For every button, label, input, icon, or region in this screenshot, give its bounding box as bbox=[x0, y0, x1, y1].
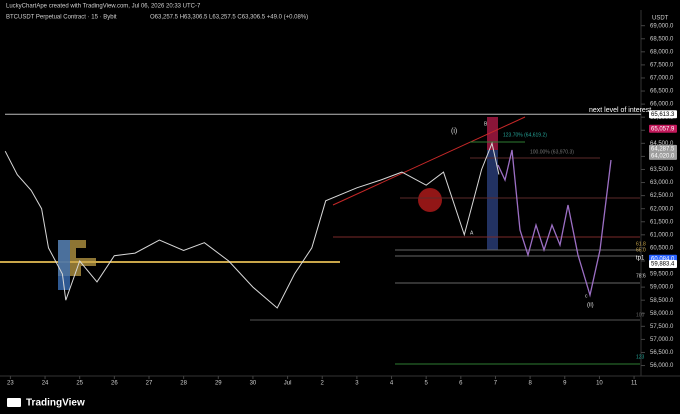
x-tick-label: 11 bbox=[631, 381, 638, 387]
x-tick-label: 24 bbox=[42, 381, 49, 387]
annotation: 123 bbox=[636, 354, 645, 360]
y-tick-label: 57,500.0 bbox=[650, 324, 674, 330]
price-line bbox=[4, 141, 500, 309]
x-tick-label: 2 bbox=[321, 381, 325, 387]
annotation: 123.70% (64,619.2) bbox=[503, 132, 547, 138]
x-tick-label: Jul bbox=[284, 381, 292, 387]
y-tick-label: 60,500.0 bbox=[650, 245, 674, 251]
y-tick-label: 62,500.0 bbox=[650, 193, 674, 199]
y-tick-label: 67,000.0 bbox=[650, 76, 674, 82]
projection-path bbox=[497, 149, 612, 298]
x-tick-label: 4 bbox=[390, 381, 394, 387]
y-tick-label: 64,500.0 bbox=[650, 141, 674, 147]
price-label: 60,084.0 bbox=[651, 256, 675, 262]
annotation: tp1 bbox=[636, 256, 645, 262]
price-label: 64,287.5 bbox=[651, 146, 675, 152]
annotation: A bbox=[470, 230, 474, 236]
x-tick-label: 29 bbox=[215, 381, 222, 387]
x-tick-label: 9 bbox=[563, 381, 567, 387]
drawings bbox=[0, 116, 640, 365]
price-label: 65,057.9 bbox=[651, 126, 675, 132]
x-tick-label: 8 bbox=[528, 381, 532, 387]
y-tick-label: 67,500.0 bbox=[650, 62, 674, 68]
price-label-box bbox=[649, 260, 677, 269]
price-label-box bbox=[649, 124, 677, 133]
y-tick-label: 59,500.0 bbox=[650, 272, 674, 278]
price-label-box bbox=[649, 151, 677, 160]
y-tick-label: 61,000.0 bbox=[650, 232, 674, 238]
brand: TradingView bbox=[26, 398, 85, 409]
x-tick-label: 5 bbox=[425, 381, 429, 387]
footer bbox=[0, 392, 680, 414]
price-label: 64,020.0 bbox=[651, 153, 675, 159]
position-box bbox=[487, 150, 498, 250]
annotation: B bbox=[484, 121, 488, 127]
credit: LuckyChartApe created with TradingView.c… bbox=[6, 4, 201, 10]
annotation: (ii) bbox=[587, 303, 594, 309]
y-tick-label: 63,000.0 bbox=[650, 180, 674, 186]
y-tick-label: 57,000.0 bbox=[650, 337, 674, 343]
x-tick-label: 25 bbox=[76, 381, 83, 387]
annotation: 65.0 bbox=[636, 247, 646, 253]
price-label-box bbox=[649, 110, 677, 119]
currency: USDT bbox=[652, 16, 669, 22]
annotation: (i) bbox=[451, 128, 457, 135]
x-tick-label: 30 bbox=[250, 381, 257, 387]
price-label: 65,613.3 bbox=[651, 112, 675, 118]
annotation: 100 bbox=[636, 312, 645, 318]
marker-circle bbox=[418, 188, 442, 212]
annotation: 100.00% (63,970.3) bbox=[530, 149, 574, 155]
y-tick-label: 58,500.0 bbox=[650, 298, 674, 304]
price-label-box bbox=[649, 144, 677, 153]
x-tick-label: 23 bbox=[7, 381, 14, 387]
x-tick-label: 10 bbox=[596, 381, 603, 387]
x-tick-label: 27 bbox=[146, 381, 153, 387]
y-tick-label: 66,000.0 bbox=[650, 102, 674, 108]
y-tick-label: 58,000.0 bbox=[650, 311, 674, 317]
y-tick-label: 66,500.0 bbox=[650, 89, 674, 95]
trend-line bbox=[332, 116, 526, 206]
logo-icon bbox=[7, 398, 21, 407]
x-tick-label: 26 bbox=[111, 381, 118, 387]
price-label: 59,883.4 bbox=[651, 262, 675, 268]
x-tick-label: 7 bbox=[494, 381, 498, 387]
annotation: c bbox=[585, 293, 588, 299]
y-tick-label: 61,500.0 bbox=[650, 219, 674, 225]
y-tick-label: 59,000.0 bbox=[650, 285, 674, 291]
y-tick-label: 69,000.0 bbox=[650, 23, 674, 29]
annotation: next level of interest bbox=[589, 107, 651, 114]
volume-profile bbox=[58, 240, 70, 290]
y-tick-label: 56,500.0 bbox=[650, 350, 674, 356]
annotation: 78.6 bbox=[636, 273, 646, 279]
y-tick-label: 62,000.0 bbox=[650, 206, 674, 212]
y-tick-label: 68,500.0 bbox=[650, 36, 674, 42]
symbol: BTCUSDT Perpetual Contract · 15 · Bybit bbox=[6, 15, 117, 21]
annotation: 61.8 bbox=[636, 241, 646, 247]
ohlc: O63,257.5 H63,306.5 L63,257.5 C63,306.5 … bbox=[150, 15, 308, 21]
y-tick-label: 56,000.0 bbox=[650, 363, 674, 369]
position-box bbox=[487, 117, 498, 150]
x-tick-label: 6 bbox=[459, 381, 463, 387]
y-tick-label: 63,500.0 bbox=[650, 167, 674, 173]
y-tick-label: 68,000.0 bbox=[650, 49, 674, 55]
x-tick-label: 3 bbox=[355, 381, 359, 387]
x-tick-label: 28 bbox=[180, 381, 187, 387]
